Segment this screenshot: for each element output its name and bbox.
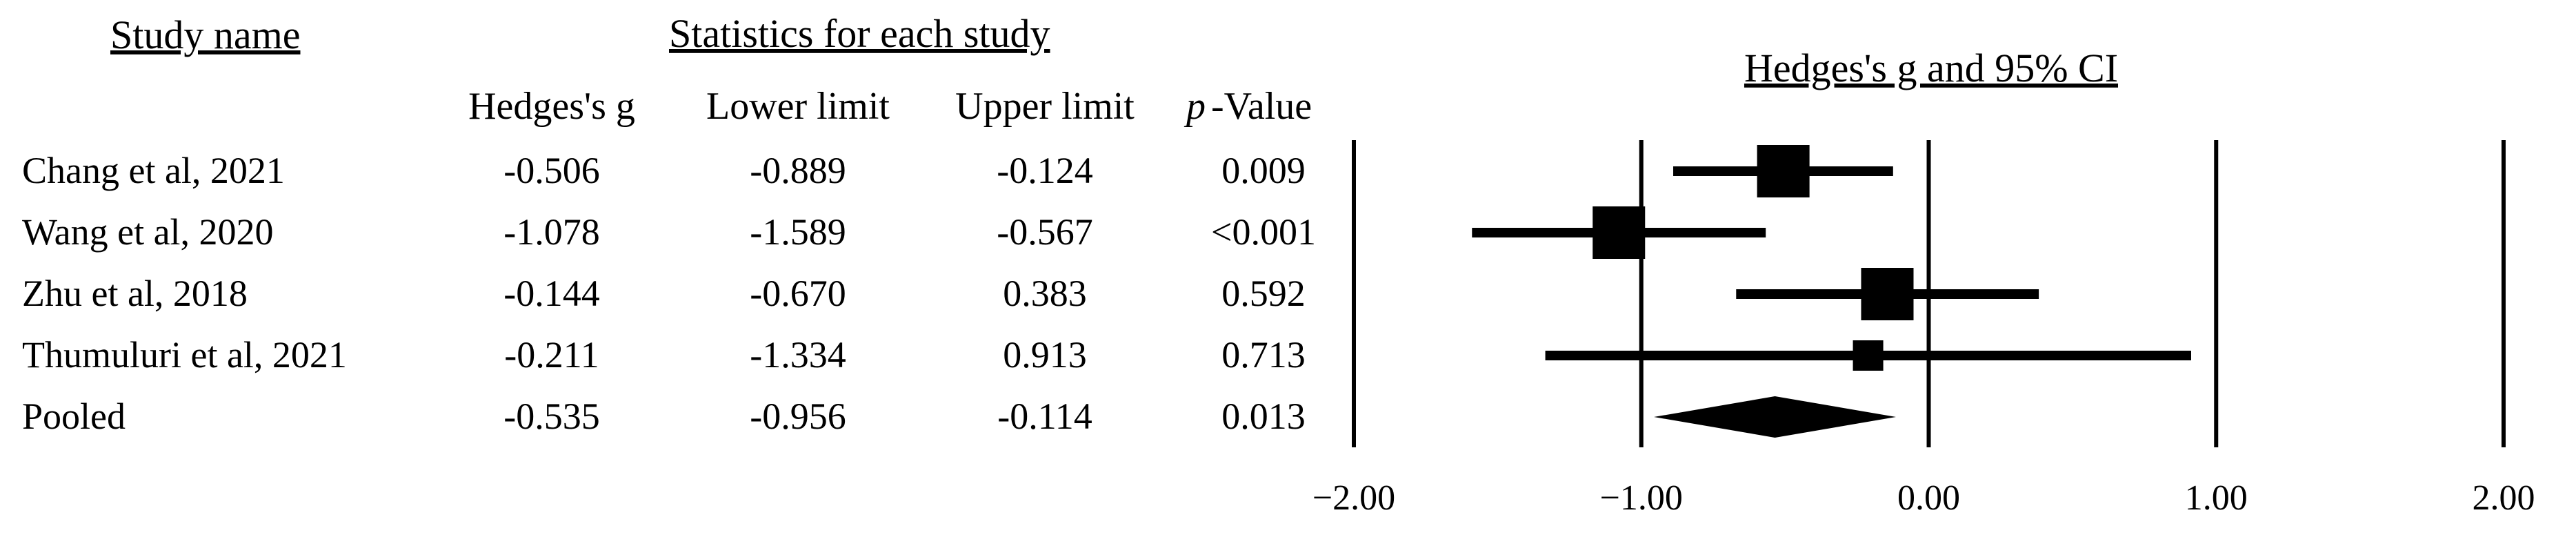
study-name-cell: Chang et al, 2021 (22, 150, 285, 191)
x-tick-label: −1.00 (1600, 478, 1683, 518)
p-italic: p (1184, 85, 1206, 128)
column-header-upper-limit: Upper limit (955, 85, 1135, 128)
study-name-header: Study name (110, 12, 300, 57)
chart-title: Hedges's g and 95% CI (1744, 46, 2118, 90)
upper-limit-cell: -0.567 (997, 211, 1092, 253)
lower-limit-cell: -0.670 (750, 273, 846, 314)
upper-limit-cell: -0.114 (997, 396, 1092, 437)
lower-limit-cell: -1.334 (750, 334, 846, 376)
p-value-cell: 0.592 (1221, 273, 1306, 314)
pooled-estimate (1654, 396, 1896, 438)
x-tick-labels: −2.00 −1.00 0.00 1.00 2.00 (1312, 478, 2535, 518)
study-name-cell: Wang et al, 2020 (22, 211, 274, 253)
hedges-g-cell: -0.535 (503, 396, 599, 437)
hedges-g-cell: -1.078 (503, 211, 599, 253)
x-tick-label: 1.00 (2185, 478, 2248, 518)
hedges-g-cell: -0.211 (504, 334, 599, 376)
study-name-cell: Thumuluri et al, 2021 (22, 334, 347, 376)
point-estimate-square (1861, 268, 1914, 320)
study-markers (1472, 145, 2191, 371)
hedges-g-cell: -0.144 (503, 273, 599, 314)
column-header-p-value: p -Value (1184, 85, 1312, 128)
hedges-g-cell: -0.506 (503, 150, 599, 191)
p-value-cell: 0.713 (1221, 334, 1306, 376)
lower-limit-cell: -1.589 (750, 211, 846, 253)
statistics-header: Statistics for each study (669, 11, 1050, 56)
x-tick-label: −2.00 (1312, 478, 1395, 518)
p-value-cell: <0.001 (1211, 211, 1316, 253)
table-rows: Chang et al, 2021 -0.506 -0.889 -0.124 0… (22, 150, 1316, 437)
point-estimate-square (1853, 340, 1884, 371)
column-header-lower-limit: Lower limit (706, 85, 890, 128)
lower-limit-cell: -0.889 (750, 150, 846, 191)
upper-limit-cell: 0.383 (1003, 273, 1087, 314)
study-name-cell: Pooled (22, 396, 126, 437)
x-tick-label: 0.00 (1897, 478, 1960, 518)
p-value-cell: 0.009 (1221, 150, 1306, 191)
upper-limit-cell: -0.124 (997, 150, 1092, 191)
point-estimate-square (1592, 206, 1646, 259)
point-estimate-square (1757, 145, 1810, 197)
pooled-diamond (1654, 396, 1896, 438)
x-tick-label: 2.00 (2473, 478, 2535, 518)
p-rest: -Value (1211, 85, 1312, 128)
upper-limit-cell: 0.913 (1003, 334, 1087, 376)
study-name-cell: Zhu et al, 2018 (22, 273, 248, 314)
column-header-hedges-g: Hedges's g (468, 85, 635, 128)
p-value-cell: 0.013 (1221, 396, 1306, 437)
lower-limit-cell: -0.956 (750, 396, 846, 437)
